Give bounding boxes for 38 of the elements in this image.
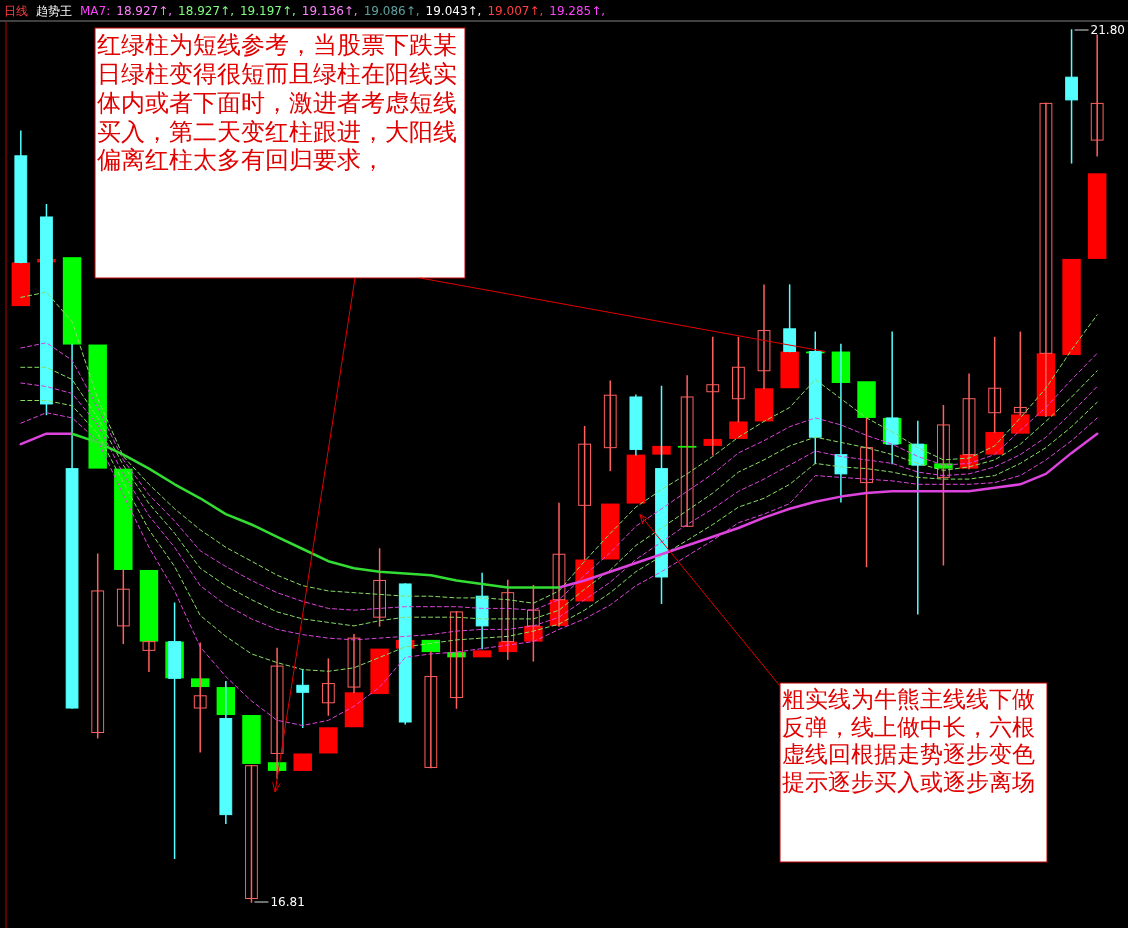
- bar: [729, 421, 748, 439]
- bar: [370, 648, 389, 695]
- note-box: 红绿柱为短线参考，当股票下跌某日绿柱变得很短而且绿柱在阳线实体内或者下面时，激进者考虑短线买入，第二天变红柱跟进，大阳线偏离红柱太多有回归要求，: [94, 27, 466, 279]
- chart-subtitle: 趋势王: [36, 4, 72, 18]
- bar: [1062, 258, 1081, 356]
- bar: [242, 715, 261, 764]
- bar: [293, 753, 312, 771]
- text: 19.043↑,: [425, 4, 482, 18]
- bar: [319, 727, 338, 754]
- text: 19.285↑,: [549, 4, 606, 18]
- bar: [985, 431, 1004, 455]
- note-box: 粗实线为牛熊主线线下做反弹，线上做中长，六根虚线回根据走势逐步变色提示逐步买入或逐步离场: [779, 682, 1048, 863]
- annotation: 粗实线为牛熊主线线下做反弹，线上做中长，六根虚线回根据走势逐步变色提示逐步买入或逐步离场: [782, 686, 1035, 795]
- text: 19.086↑,: [363, 4, 420, 18]
- bar: [472, 650, 492, 658]
- bar: [652, 445, 671, 455]
- chart-title: 日线: [4, 4, 28, 18]
- bar: [1011, 414, 1030, 434]
- text: MA7:: [80, 4, 111, 18]
- bar: [626, 454, 646, 504]
- bar: [114, 468, 133, 570]
- text: 19.136↑,: [301, 4, 358, 18]
- text: 18.927↑,: [178, 4, 234, 18]
- bar: [601, 503, 620, 560]
- bar: [62, 257, 82, 345]
- text: 19.197↑,: [239, 4, 296, 18]
- price-label: 21.80: [1074, 23, 1125, 37]
- annotation: 21.80: [1090, 23, 1125, 37]
- text: 18.927↑,: [116, 4, 173, 18]
- annotation: 红绿柱为短线参考，当股票下跌某日绿柱变得很短而且绿柱在阳线实体内或者下面时，激进者考虑短线买入，第二天变红柱跟进，大阳线偏离红柱太多有回归要求，: [97, 31, 457, 175]
- bar: [1087, 173, 1107, 259]
- bar: [857, 381, 876, 418]
- price-label: 16.81: [253, 895, 305, 909]
- bar: [754, 388, 774, 422]
- annotation: 16.81: [270, 895, 305, 909]
- bar: [344, 692, 364, 728]
- bar: [139, 569, 159, 642]
- text: 19.007↑,: [487, 4, 544, 18]
